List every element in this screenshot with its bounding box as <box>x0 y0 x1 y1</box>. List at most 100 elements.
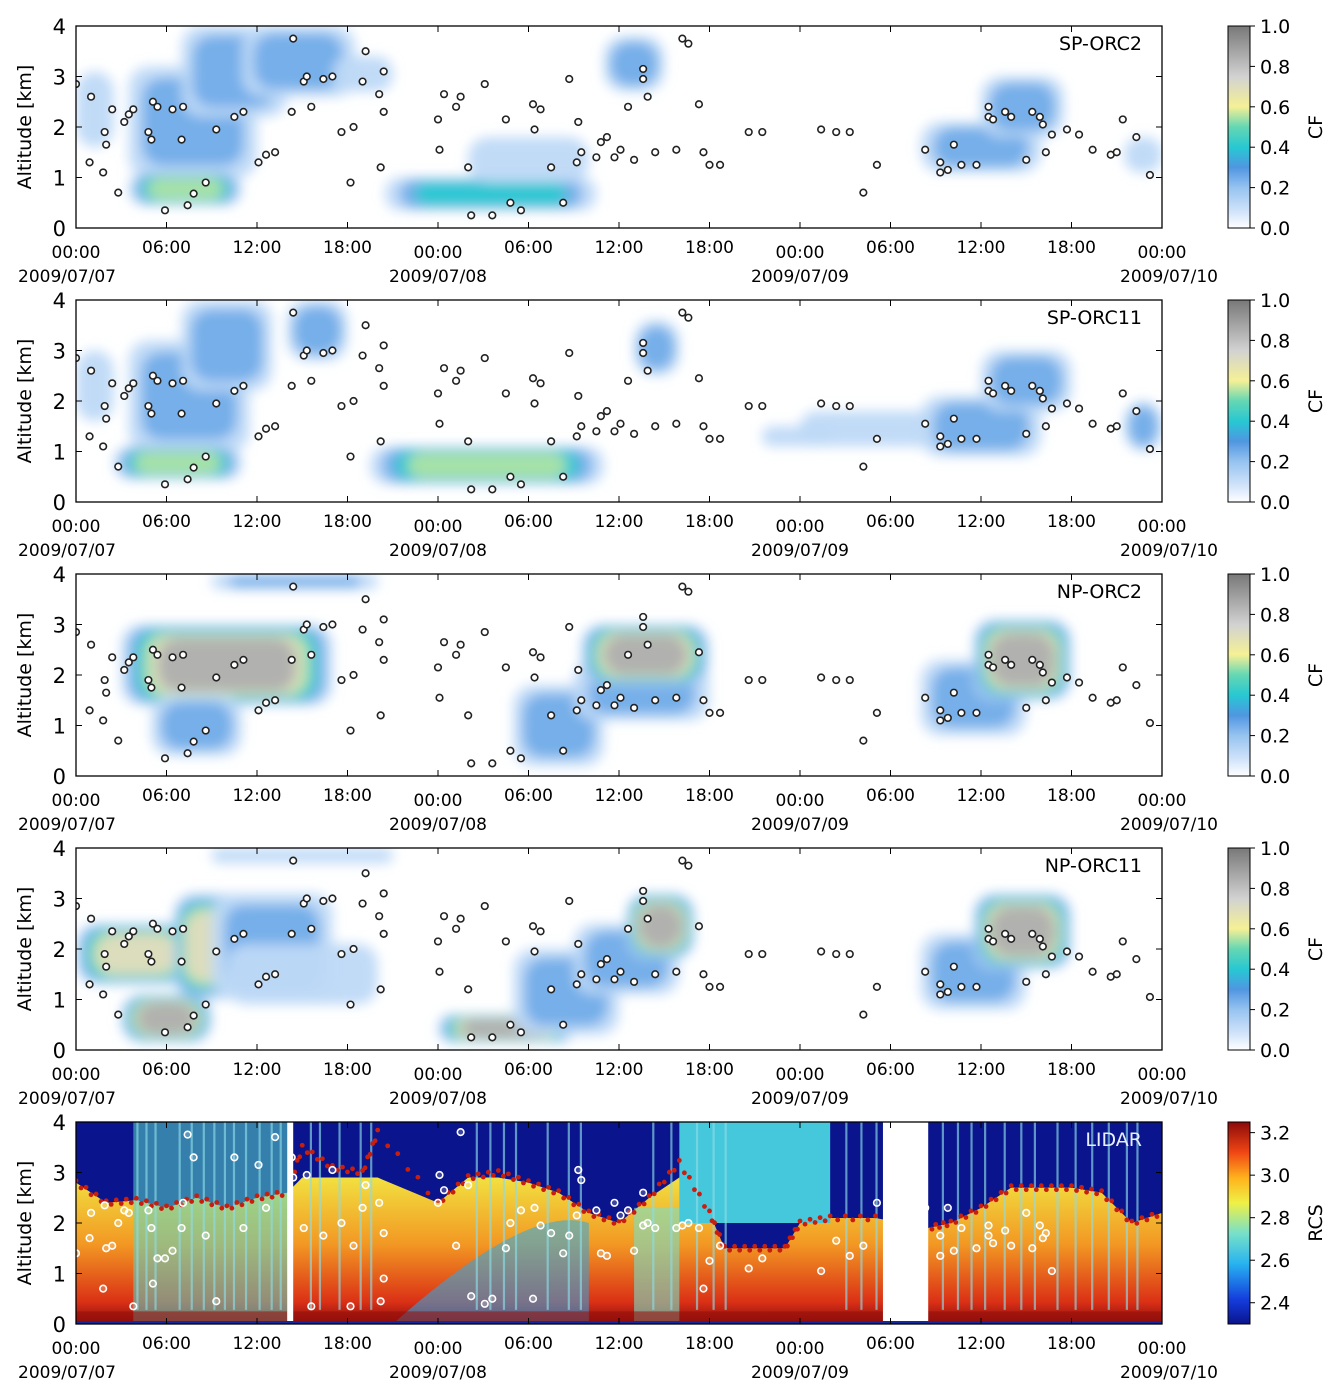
observation-point <box>160 1254 170 1263</box>
observation-point <box>488 1294 497 1303</box>
cloud-base-marker <box>1054 1187 1059 1193</box>
observation-point <box>439 364 449 373</box>
observation-point <box>467 211 476 220</box>
cloud-base-marker <box>1064 1187 1069 1193</box>
observation-point <box>744 675 753 685</box>
observation-point <box>302 620 311 629</box>
x-tick-label: 18:00 <box>1047 1334 1096 1354</box>
cloud-base-marker <box>953 1220 959 1225</box>
observation-point <box>1047 404 1056 413</box>
cloud-base-marker <box>1149 1211 1155 1217</box>
x-tick-label: 18:00 <box>323 1334 372 1354</box>
x-tick-label: 12:00 <box>957 786 1006 806</box>
cloud-base-marker <box>372 1138 378 1144</box>
lidar-streak <box>1056 1122 1059 1310</box>
observation-point <box>147 409 156 418</box>
observation-point <box>467 1033 476 1042</box>
cloud-base-marker <box>108 1201 114 1207</box>
observation-point <box>1035 386 1044 396</box>
cf-region <box>191 309 263 382</box>
observation-point <box>153 102 162 111</box>
lidar-streak <box>567 1122 570 1310</box>
observation-point <box>639 896 648 906</box>
observation-point <box>530 125 539 134</box>
observation-point <box>672 967 681 976</box>
cloud-base-marker <box>968 1208 974 1214</box>
observation-point <box>375 912 384 921</box>
cloud-base-marker <box>1018 1183 1024 1189</box>
y-axis-label: Altitude [km] <box>14 887 36 1012</box>
y-tick-label: 4 <box>53 563 66 587</box>
panel-label: SP-ORC11 <box>1047 307 1142 329</box>
observation-point <box>289 308 298 317</box>
observation-point <box>699 422 708 431</box>
observation-point <box>86 914 96 923</box>
cloud-base-marker <box>249 1199 255 1204</box>
y-tick-label: 2 <box>53 116 66 140</box>
observation-point <box>212 947 221 956</box>
observation-point <box>328 72 337 81</box>
observation-point <box>177 957 186 966</box>
observation-point <box>480 1299 489 1308</box>
observation-point <box>530 947 539 956</box>
cloud-base-marker <box>224 1203 230 1209</box>
cloud-base-marker <box>702 1204 707 1209</box>
observation-point <box>439 1186 449 1195</box>
observation-point <box>124 1208 133 1217</box>
cloud-base-marker <box>1038 1183 1044 1189</box>
observation-point <box>76 79 81 89</box>
x-date-label: 2009/07/09 <box>751 1363 849 1382</box>
cloud-base-marker <box>143 1198 149 1204</box>
x-tick-label: 12:00 <box>233 786 282 806</box>
cloud-base-marker <box>757 1247 763 1253</box>
observation-point <box>108 105 117 114</box>
observation-point <box>547 437 556 446</box>
x-tick-label: 12:00 <box>233 512 282 532</box>
observation-point <box>129 379 138 388</box>
observation-point <box>506 198 515 207</box>
observation-point <box>1028 107 1037 116</box>
observation-point <box>547 163 556 172</box>
observation-point <box>435 1170 444 1180</box>
observation-point <box>1088 419 1097 428</box>
colorbar-tick-label: 2.6 <box>1260 1250 1290 1272</box>
observation-point <box>212 399 221 408</box>
x-tick-label: 12:00 <box>595 1060 644 1080</box>
x-date-label: 2009/07/09 <box>751 267 849 287</box>
observation-point <box>872 708 882 717</box>
observation-point <box>201 452 210 461</box>
cloud-base-marker <box>817 1215 823 1221</box>
colorbar-tick-label: 0.0 <box>1260 766 1290 788</box>
cloud-base-marker <box>546 1184 552 1190</box>
observation-point <box>859 736 868 745</box>
observation-point <box>319 1231 328 1240</box>
observation-point <box>433 115 443 124</box>
observation-point <box>379 889 388 898</box>
observation-point <box>832 949 841 959</box>
observation-point <box>817 1266 826 1276</box>
cloud-base-marker <box>646 1193 652 1199</box>
observation-point <box>302 346 311 355</box>
colorbar-tick-label: 0.8 <box>1260 56 1290 78</box>
observation-point <box>936 1231 945 1240</box>
cf-region <box>468 137 589 183</box>
observation-point <box>307 376 316 385</box>
x-date-label: 2009/07/07 <box>18 1363 116 1382</box>
observation-point <box>177 135 186 144</box>
observation-point <box>694 100 704 109</box>
cloud-base-marker <box>340 1164 345 1170</box>
observation-point <box>559 198 568 207</box>
observation-point <box>921 145 930 154</box>
cf-region <box>146 177 225 201</box>
observation-point <box>1088 967 1097 976</box>
colorbar-tick-label: 0.4 <box>1260 959 1290 981</box>
cloud-base-marker <box>297 1154 303 1160</box>
lidar-streak <box>338 1122 341 1310</box>
observation-point <box>639 338 648 348</box>
observation-point <box>547 1228 556 1238</box>
lidar-streak <box>258 1122 261 1310</box>
x-tick-label: 18:00 <box>323 786 372 806</box>
x-axis: 00:00 06:00 12:00 18:00 00:00 06:00 12:00 18:00… <box>18 848 1218 1109</box>
observation-point <box>596 138 606 147</box>
